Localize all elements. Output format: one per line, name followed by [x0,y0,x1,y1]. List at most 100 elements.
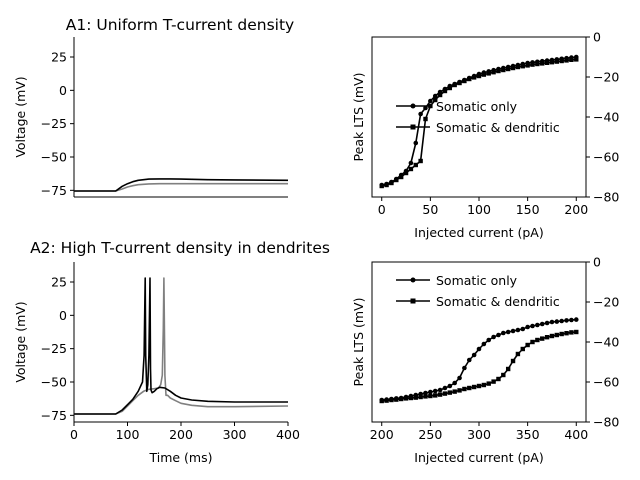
a2-peak-panel: Injected current (pA) Peak LTS (mV) 0 −20… [351,255,619,466]
data-point [408,160,414,166]
data-point [476,346,482,352]
data-point [501,372,506,378]
data-point [467,385,472,391]
data-point [520,64,525,69]
data-point [442,385,448,391]
data-point [481,382,487,388]
data-point [471,352,477,358]
data-point [384,398,389,403]
y-tick-label: 25 [51,50,67,65]
data-point [491,334,496,340]
a2-voltage-panel: A2: High T-current density in dendrites … [13,239,330,465]
data-point [413,162,418,168]
data-point [574,57,579,62]
a1-peak-panel: Injected current (pA) Peak LTS (mV) 0 −20… [351,30,619,241]
x-tick-label: 300 [223,427,247,442]
data-point [535,322,540,328]
legend-marker-circle [410,277,416,283]
data-point [569,57,574,62]
a1-marks: 25 0 −25 −50 −75 [41,37,289,198]
data-point [466,357,472,363]
data-point [403,396,409,401]
data-point [462,78,467,84]
data-point [433,97,438,103]
data-point [394,397,399,402]
data-point [501,67,506,73]
data-point [530,339,535,345]
a2-title: A2: High T-current density in dendrites [30,239,330,257]
data-point [428,389,433,395]
data-point [452,82,457,88]
data-point [535,61,540,67]
data-point [471,384,477,390]
data-point [423,390,428,396]
a1-peak-marks: 0 −20 −40 −60 −80 0 50 100 150 200 [371,30,619,217]
data-point [398,174,404,180]
legend-marker-circle [410,103,416,109]
a2-peak-xlabel: Injected current (pA) [414,450,543,465]
data-point [457,375,462,381]
data-point [408,166,414,172]
data-point [486,337,492,343]
data-point [525,63,530,68]
y-tick-label: −80 [593,415,619,430]
data-point [520,326,526,332]
y-tick-label: 0 [593,30,601,45]
data-point [554,332,560,338]
series-line-0 [74,277,289,415]
data-point [569,330,574,335]
data-point [520,346,525,352]
x-tick-label: 400 [276,427,300,442]
data-point [544,335,550,340]
series-line-1 [74,277,288,415]
data-point [574,329,579,335]
y-tick-label: −80 [593,190,619,205]
data-point [437,392,443,397]
data-point [525,324,530,330]
data-point [491,70,496,75]
data-point [452,380,457,386]
a2-marks: 250−25−50−750 100 200 300 400 [41,262,300,442]
a1-title: A1: Uniform T-current density [66,16,294,34]
y-tick-label: −40 [593,335,619,350]
y-tick-label: −50 [41,375,67,390]
data-point [433,393,438,398]
data-point [564,318,569,323]
data-point [398,396,404,402]
data-point [554,319,560,324]
a2-ylabel: Voltage (mV) [13,301,28,382]
data-point [491,379,496,384]
x-tick-label: 150 [516,202,540,217]
data-point [544,60,550,65]
a1-legend-somatic-only: Somatic only [436,99,518,114]
x-tick-label: 400 [564,427,588,442]
a1-legend-somatic-dendritic: Somatic & dendritic [436,120,560,135]
data-point [408,395,414,401]
data-point [413,395,418,400]
a2-peak-legend: Somatic only Somatic & dendritic [396,273,560,309]
x-tick-label: 350 [516,427,540,442]
a2-xlabel: Time (ms) [148,450,212,465]
data-point [496,68,501,74]
y-tick-label: −75 [41,183,67,198]
data-point [467,76,472,82]
data-point [540,336,545,341]
data-point [447,390,453,395]
y-tick-label: 0 [59,83,67,98]
y-tick-label: 0 [593,255,601,270]
x-tick-label: 0 [70,427,78,442]
a1-ylabel: Voltage (mV) [13,76,28,157]
data-point [418,158,423,164]
data-point [423,105,428,111]
data-point [544,320,550,326]
data-point [564,58,569,63]
data-point [530,62,535,67]
a2-peak-ylabel: Peak LTS (mV) [351,298,366,387]
y-tick-label: −25 [41,341,67,356]
data-point [525,342,530,348]
data-point [418,111,423,117]
data-point [462,386,467,392]
data-point [573,317,579,322]
y-tick-label: −40 [593,110,619,125]
